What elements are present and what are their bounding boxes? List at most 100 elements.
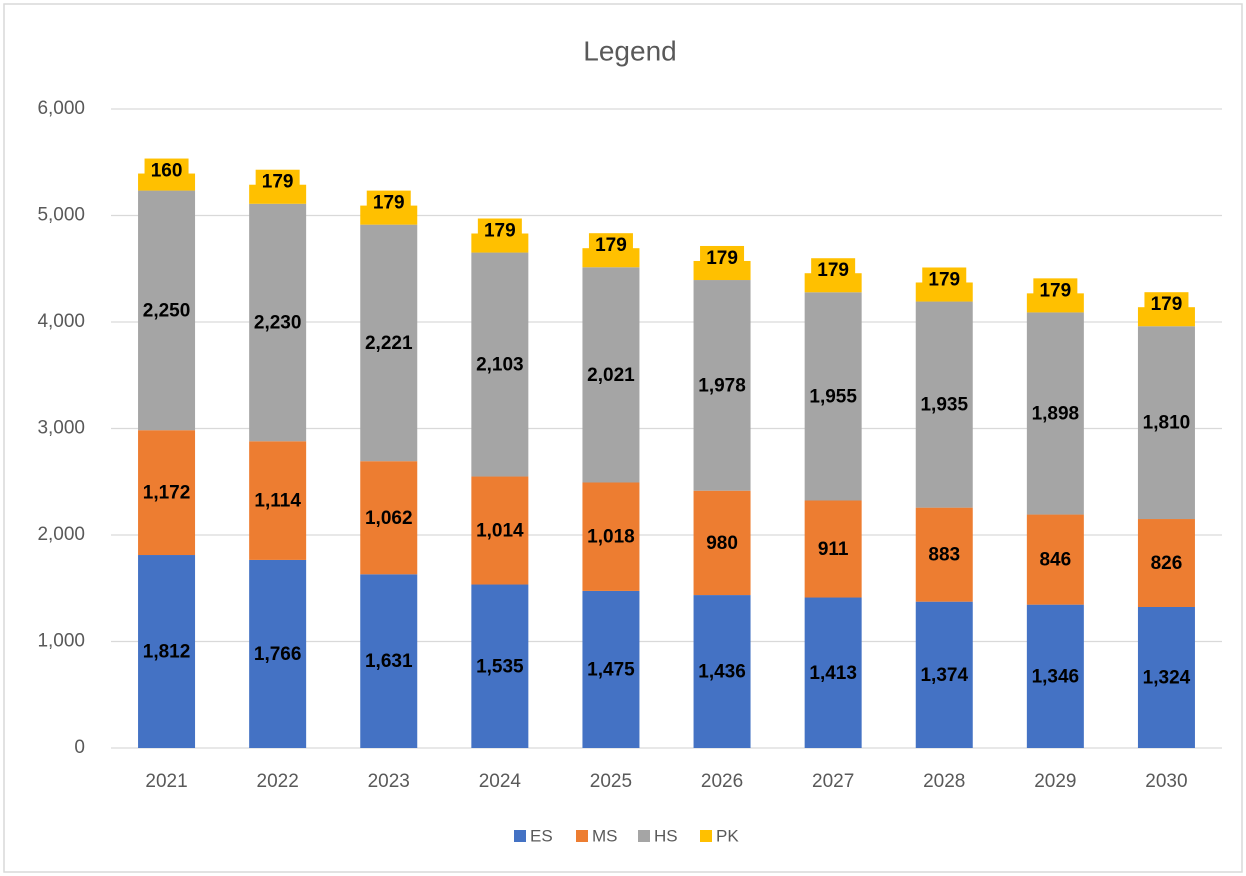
- x-tick-label: 2028: [923, 771, 965, 792]
- bar-segment: [360, 461, 418, 575]
- bar-segment: [804, 500, 862, 598]
- data-label-box: [811, 258, 856, 283]
- y-tick-label: 1,000: [37, 631, 85, 652]
- bar-segment: [1137, 606, 1195, 748]
- data-label: 1,018: [587, 527, 635, 548]
- bar-segment: [582, 590, 640, 748]
- data-label: 2,103: [476, 355, 524, 376]
- bar-segment: [471, 252, 529, 477]
- data-label: 1,475: [587, 659, 635, 680]
- y-tick-label: 5,000: [37, 205, 85, 226]
- data-label: 1,346: [1032, 666, 1080, 687]
- bar-segment: [582, 267, 640, 483]
- x-tick-label: 2025: [590, 771, 632, 792]
- data-label: 179: [262, 172, 294, 193]
- data-label: 1,955: [809, 386, 857, 407]
- bar-segment: [249, 559, 307, 748]
- legend-label: MS: [592, 826, 618, 845]
- data-label: 179: [484, 221, 516, 242]
- bar-segment: [471, 584, 529, 748]
- bar-segment: [1137, 326, 1195, 520]
- data-label: 2,230: [254, 313, 302, 334]
- data-label: 1,062: [365, 508, 413, 529]
- x-tick-label: 2022: [257, 771, 299, 792]
- data-label-box: [700, 245, 745, 270]
- data-label: 1,978: [698, 375, 746, 396]
- legend-swatch: [514, 830, 526, 842]
- data-label: 1,766: [254, 644, 302, 665]
- y-tick-label: 6,000: [37, 98, 85, 119]
- data-label: 1,898: [1032, 403, 1080, 424]
- x-tick-label: 2027: [812, 771, 854, 792]
- legend-label: PK: [716, 826, 739, 845]
- bar-segment: [471, 476, 529, 585]
- data-label: 1,324: [1143, 668, 1191, 689]
- data-label: 1,374: [920, 665, 968, 686]
- x-tick-label: 2030: [1145, 771, 1187, 792]
- data-label: 1,413: [809, 663, 857, 684]
- data-label-box: [255, 169, 300, 194]
- data-label: 1,631: [365, 651, 413, 672]
- bar-segment: [915, 301, 973, 508]
- data-label: 179: [817, 260, 849, 281]
- data-label: 2,221: [365, 333, 413, 354]
- data-label: 1,014: [476, 521, 524, 542]
- data-label: 980: [706, 533, 738, 554]
- x-tick-label: 2024: [479, 771, 522, 792]
- data-label: 179: [595, 235, 627, 256]
- bar-segment: [804, 292, 862, 501]
- data-label-box: [588, 233, 633, 258]
- data-label: 1,812: [143, 642, 191, 663]
- y-tick-label: 4,000: [37, 311, 85, 332]
- data-label: 160: [151, 161, 183, 182]
- bar-segment: [915, 507, 973, 602]
- bar-segment: [360, 574, 418, 748]
- data-label: 179: [1151, 294, 1183, 315]
- bar-segment: [693, 280, 751, 491]
- bar-segment: [582, 482, 640, 591]
- data-label: 179: [1039, 280, 1071, 301]
- bar-segment: [693, 490, 751, 596]
- data-label: 1,114: [254, 491, 301, 512]
- bar-segment: [138, 190, 196, 431]
- data-label: 2,250: [143, 300, 191, 321]
- bar-segment: [915, 601, 973, 748]
- data-label: 1,535: [476, 656, 524, 677]
- data-label-box: [477, 218, 522, 243]
- data-label: 883: [928, 545, 960, 566]
- y-tick-label: 2,000: [37, 524, 85, 545]
- data-label: 179: [373, 193, 405, 214]
- x-tick-label: 2021: [145, 771, 187, 792]
- x-tick-label: 2023: [368, 771, 410, 792]
- bar-segment: [693, 595, 751, 748]
- data-label: 1,810: [1143, 413, 1191, 434]
- data-label: 1,436: [698, 662, 746, 683]
- legend-label: ES: [530, 826, 553, 845]
- x-tick-label: 2029: [1034, 771, 1076, 792]
- bar-segment: [138, 430, 196, 556]
- bar-segment: [249, 203, 307, 442]
- y-tick-label: 3,000: [37, 418, 85, 439]
- data-label-box: [922, 267, 967, 292]
- data-label-box: [144, 158, 189, 183]
- y-tick-label: 0: [74, 737, 85, 758]
- chart-title: Legend: [583, 35, 676, 66]
- data-label: 179: [706, 248, 738, 269]
- data-label: 179: [928, 270, 960, 291]
- bar-segment: [804, 597, 862, 748]
- legend-swatch: [576, 830, 588, 842]
- bar-segment: [1137, 519, 1195, 607]
- bar-segment: [360, 224, 418, 462]
- bar-segment: [1026, 312, 1084, 515]
- legend-label: HS: [654, 826, 678, 845]
- data-label-box: [366, 190, 411, 215]
- data-label: 911: [818, 539, 849, 560]
- bar-segment: [249, 441, 307, 560]
- data-label: 2,021: [587, 365, 635, 386]
- bar-segment: [1026, 514, 1084, 605]
- data-label-box: [1033, 278, 1078, 303]
- data-label-box: [1144, 292, 1189, 317]
- data-label: 1,935: [920, 395, 968, 416]
- legend-swatch: [700, 830, 712, 842]
